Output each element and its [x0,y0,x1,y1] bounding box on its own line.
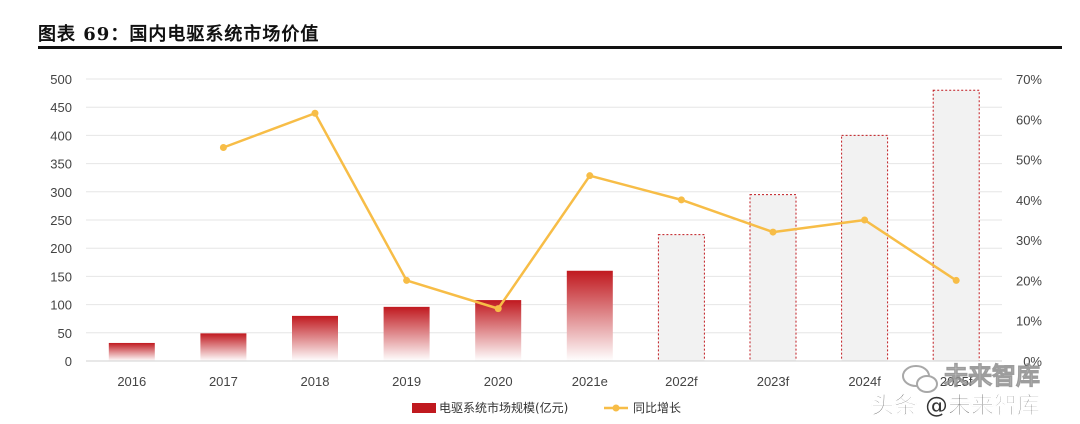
watermark-lower-text: 头条 @未来智库 [871,392,1040,419]
x-tick-label: 2018 [301,374,330,389]
y-left-tick-label: 150 [50,269,72,284]
legend-line-marker [612,404,620,412]
y-left-tick-label: 350 [50,157,72,172]
y-right-tick-label: 40% [1016,193,1042,208]
y-right-tick-label: 30% [1016,233,1042,248]
legend-line-label: 同比增长 [633,401,681,415]
bar-forecast [749,194,797,362]
y-left-tick-label: 0 [65,354,72,369]
growth-point [586,172,594,180]
x-tick-label: 2019 [392,374,421,389]
y-left-tick-label: 400 [50,128,72,143]
y-left-tick-label: 50 [58,326,72,341]
watermark: 未来智库 头条 @未来智库 [871,362,1041,420]
growth-point [677,196,685,204]
legend-bar-swatch [412,403,436,413]
bar-series [108,89,980,362]
y-left-tick-label: 450 [50,100,72,115]
x-tick-label: 2022f [665,374,698,389]
x-tick-label: 2025f [940,374,973,389]
bar-forecast [657,234,705,362]
y-left-tick-label: 100 [50,298,72,313]
x-tick-label: 2016 [117,374,146,389]
chart-title: 图表 69：国内电驱系统市场价值 [38,24,320,45]
growth-point [952,276,960,284]
growth-point [219,143,227,151]
bar-actual [292,315,338,361]
y-right-tick-label: 20% [1016,273,1042,288]
legend: 电驱系统市场规模(亿元) 同比增长 [412,400,681,415]
bar-forecast [841,134,889,362]
x-tick-label: 2020 [484,374,513,389]
legend-bar-label: 电驱系统市场规模(亿元) [439,400,568,415]
y-right-tick-label: 10% [1016,314,1042,329]
bar-actual [383,306,430,361]
title-underline [38,46,1062,49]
growth-point [403,276,411,284]
x-tick-label: 2017 [209,374,238,389]
y-right-tick-label: 50% [1016,153,1042,168]
bar-actual [566,270,613,361]
bar-actual [200,333,247,361]
axes: 0 50 100 150 200 250 300 350 400 450 500 0% 10% 20% 30… [50,72,1042,389]
y-right-tick-label: 70% [1016,72,1042,87]
growth-point [861,216,869,224]
watermark-upper-text: 未来智库 [944,362,1040,390]
wechat-icon [902,365,938,393]
bar-forecast [932,89,980,362]
chart-header: 图表 69：国内电驱系统市场价值 [38,18,1062,49]
y-left-tick-label: 200 [50,241,72,256]
y-left-tick-label: 250 [50,213,72,228]
growth-point [494,305,502,313]
x-tick-label: 2023f [757,374,790,389]
bar-actual [108,342,155,361]
y-left-tick-label: 500 [50,72,72,87]
growth-point [769,228,777,236]
y-right-tick-label: 0% [1023,354,1042,369]
y-left-tick-label: 300 [50,185,72,200]
growth-line-series [219,109,960,313]
y-right-tick-label: 60% [1016,112,1042,127]
x-tick-label: 2021e [572,374,608,389]
growth-point [311,109,319,117]
x-tick-label: 2024f [848,374,881,389]
